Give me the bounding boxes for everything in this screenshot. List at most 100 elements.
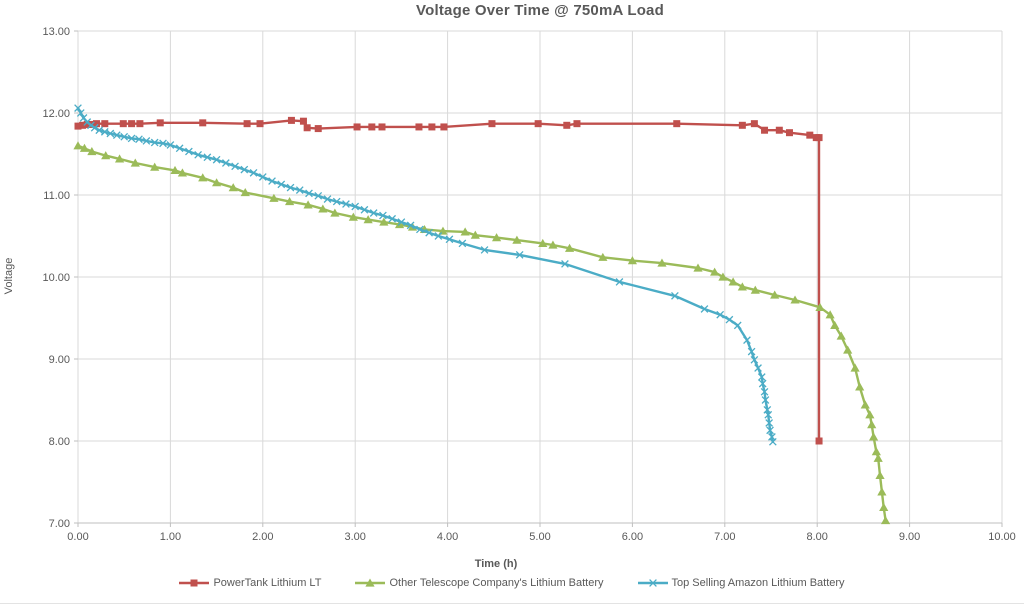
data-point-marker-x xyxy=(268,177,276,185)
data-point-marker-x xyxy=(240,165,249,174)
data-point-marker-triangle xyxy=(240,188,250,197)
data-point-marker-x xyxy=(323,195,332,203)
data-point-marker-triangle xyxy=(693,263,703,272)
y-tick-label: 7.00 xyxy=(49,518,70,530)
data-point-marker-triangle xyxy=(770,290,780,299)
data-point-marker-triangle xyxy=(512,235,522,244)
data-point-marker-x xyxy=(74,104,82,112)
data-point-marker-x xyxy=(416,225,424,234)
data-point-marker-x xyxy=(671,292,679,300)
legend-label: Top Selling Amazon Lithium Battery xyxy=(671,577,845,589)
data-point-marker-triangle xyxy=(87,147,97,156)
data-point-marker-triangle xyxy=(379,217,389,226)
data-point-marker-x xyxy=(434,232,443,240)
legend-marker-triangle-icon xyxy=(355,578,386,587)
data-point-marker-square xyxy=(243,120,251,128)
data-point-marker-x xyxy=(388,214,397,223)
y-tick-label: 9.00 xyxy=(49,354,70,366)
data-point-marker-triangle xyxy=(865,410,875,419)
data-point-marker-triangle xyxy=(363,215,373,224)
data-point-marker-triangle xyxy=(627,256,637,265)
data-point-marker-x xyxy=(314,191,323,200)
x-tick-label: 9.00 xyxy=(899,531,920,543)
data-point-marker-x xyxy=(127,134,136,143)
data-point-marker-x xyxy=(615,278,624,286)
data-point-marker-x xyxy=(747,347,756,356)
data-point-marker-square xyxy=(573,120,581,128)
data-point-marker-triangle xyxy=(855,382,865,391)
data-point-marker-triangle xyxy=(284,197,295,206)
data-point-marker-triangle xyxy=(177,168,188,177)
series-line-1 xyxy=(76,144,887,522)
y-tick-label: 11.00 xyxy=(43,190,70,202)
y-tick-label: 8.00 xyxy=(49,436,70,448)
data-point-marker-triangle xyxy=(269,193,279,202)
data-point-marker-x xyxy=(760,387,769,396)
data-point-marker-x xyxy=(100,128,109,136)
x-tick-label: 6.00 xyxy=(622,531,643,543)
data-point-marker-triangle xyxy=(871,447,881,456)
data-point-marker-x xyxy=(221,159,230,167)
data-point-marker-square xyxy=(750,120,758,128)
series-line-0 xyxy=(76,119,821,443)
data-point-marker-x xyxy=(342,200,350,208)
data-point-marker-triangle xyxy=(790,295,800,304)
data-point-marker-square xyxy=(128,120,136,128)
data-point-marker-triangle xyxy=(73,141,83,150)
data-point-marker-x xyxy=(360,205,369,214)
data-point-marker-triangle xyxy=(830,320,840,329)
data-point-marker-x xyxy=(758,379,767,388)
data-point-marker-triangle xyxy=(101,151,111,160)
x-tick-label: 1.00 xyxy=(160,531,181,543)
data-point-marker-triangle xyxy=(330,208,340,217)
data-point-marker-x xyxy=(231,162,239,171)
legend-item-2: Top Selling Amazon Lithium Battery xyxy=(637,577,845,589)
data-point-marker-triangle xyxy=(718,272,728,281)
data-point-marker-square xyxy=(353,123,361,131)
data-point-marker-triangle xyxy=(79,143,90,152)
data-point-marker-triangle xyxy=(875,470,885,480)
data-point-marker-triangle xyxy=(877,487,887,496)
x-tick-label: 0.00 xyxy=(67,531,88,543)
y-tick-label: 12.00 xyxy=(42,108,70,120)
data-point-marker-square xyxy=(368,123,376,131)
data-point-marker-triangle xyxy=(348,212,358,221)
data-point-marker-triangle xyxy=(728,277,738,286)
data-point-marker-triangle xyxy=(438,226,448,235)
data-point-marker-x xyxy=(95,126,104,135)
data-point-marker-square xyxy=(428,123,436,131)
data-point-marker-x xyxy=(458,239,467,248)
legend-label: PowerTank Lithium LT xyxy=(213,577,322,589)
legend-marker-square-icon xyxy=(179,579,210,587)
data-point-marker-triangle xyxy=(880,516,891,525)
data-point-marker-x xyxy=(277,180,286,189)
data-point-marker-x xyxy=(258,173,267,181)
data-point-marker-triangle xyxy=(170,165,180,174)
data-point-marker-x xyxy=(406,221,415,230)
data-point-marker-x xyxy=(757,373,766,381)
chart-legend: PowerTank Lithium LT Other Telescope Comp… xyxy=(0,577,1024,589)
data-point-marker-square xyxy=(785,129,793,137)
data-point-marker-triangle xyxy=(860,400,870,409)
data-point-marker-triangle xyxy=(318,204,328,213)
data-point-marker-triangle xyxy=(737,282,747,291)
data-point-marker-x xyxy=(175,144,184,153)
legend-item-1: Other Telescope Company's Lithium Batter… xyxy=(355,577,604,589)
data-point-marker-triangle xyxy=(130,158,140,167)
data-point-marker-square xyxy=(673,120,681,128)
data-point-marker-square xyxy=(101,120,109,128)
data-point-marker-x xyxy=(120,132,129,141)
data-point-marker-x xyxy=(295,186,304,194)
data-point-marker-x xyxy=(142,137,151,145)
x-axis-title: Time (h) xyxy=(474,558,518,570)
data-point-marker-x xyxy=(379,211,387,220)
data-point-marker-x xyxy=(135,135,143,144)
data-point-marker-x xyxy=(286,183,295,192)
data-point-marker-square xyxy=(440,123,448,131)
data-point-marker-x xyxy=(768,437,777,446)
y-tick-label: 13.00 xyxy=(42,26,70,38)
data-point-marker-triangle xyxy=(815,302,825,311)
data-point-marker-square xyxy=(775,126,783,134)
data-point-marker-triangle xyxy=(867,420,877,429)
